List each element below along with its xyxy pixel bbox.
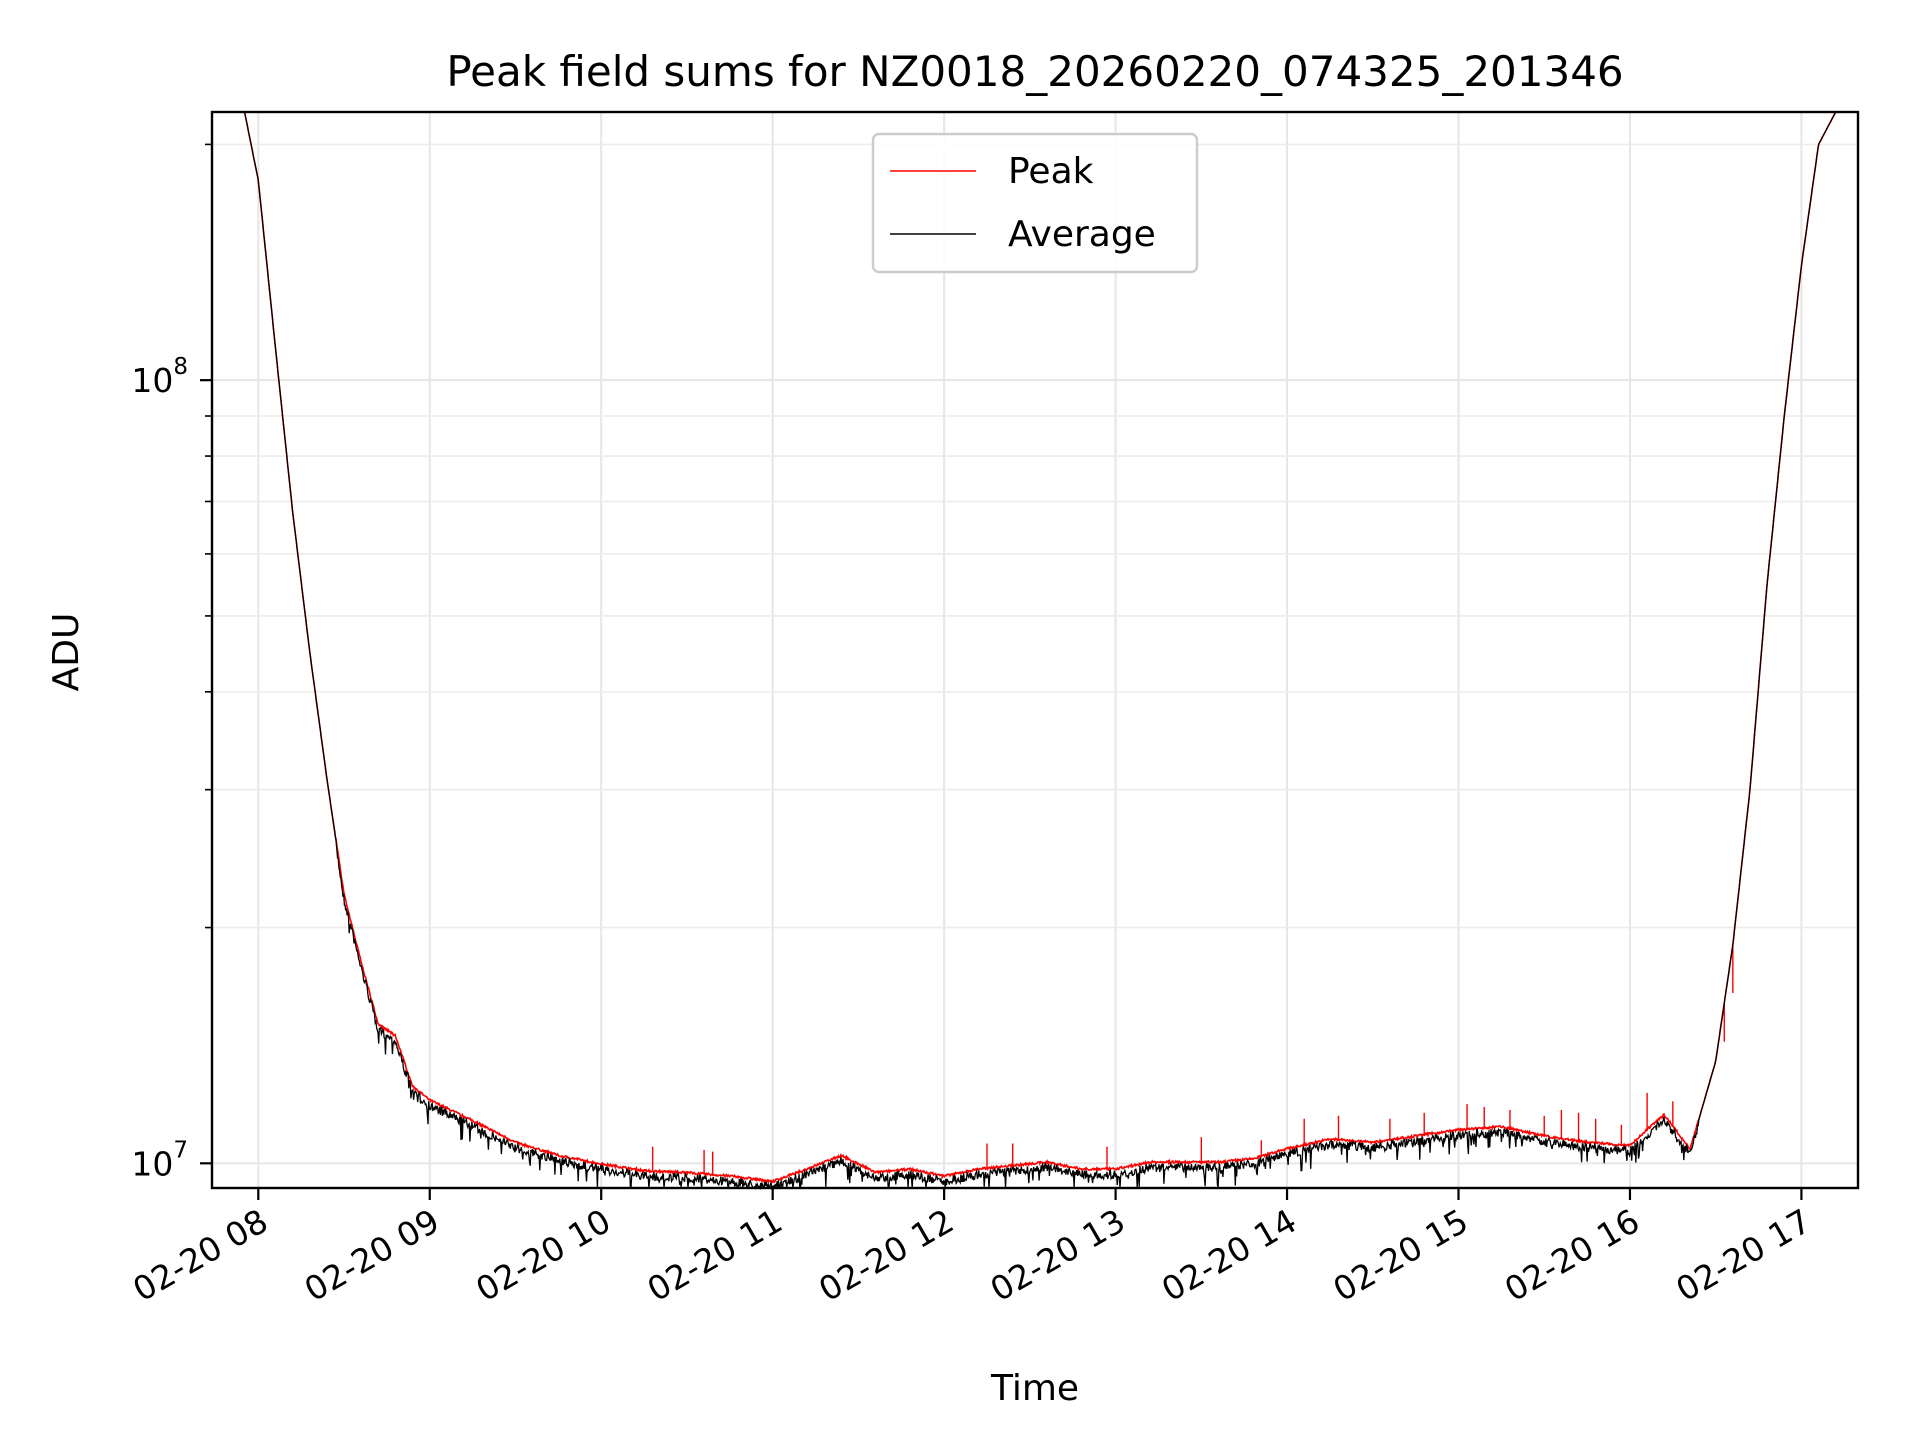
chart-title: Peak field sums for NZ0018_20260220_0743… bbox=[446, 47, 1623, 96]
plot-series bbox=[212, 111, 1858, 1191]
series-line-peak bbox=[212, 111, 1858, 1185]
plot-area-frame bbox=[210, 110, 1860, 1190]
legend-label-average: Average bbox=[1008, 214, 1156, 255]
x-axis-label: Time bbox=[990, 1368, 1079, 1409]
y-tick-label-base: 10 bbox=[131, 361, 173, 400]
y-tick-label: 108 bbox=[131, 354, 188, 400]
y-tick-label: 107 bbox=[131, 1137, 188, 1183]
legend-box bbox=[871, 132, 1199, 274]
plot-grid bbox=[212, 112, 1858, 1188]
y-tick-label-exponent: 8 bbox=[173, 354, 188, 380]
series-line-average bbox=[212, 111, 1858, 1191]
y-tick-label-exponent: 7 bbox=[173, 1137, 188, 1163]
legend: Peak Average bbox=[871, 132, 1199, 274]
y-axis-label: ADU bbox=[46, 613, 87, 692]
legend-label-peak: Peak bbox=[1008, 151, 1094, 192]
y-tick-label-base: 10 bbox=[131, 1144, 173, 1183]
